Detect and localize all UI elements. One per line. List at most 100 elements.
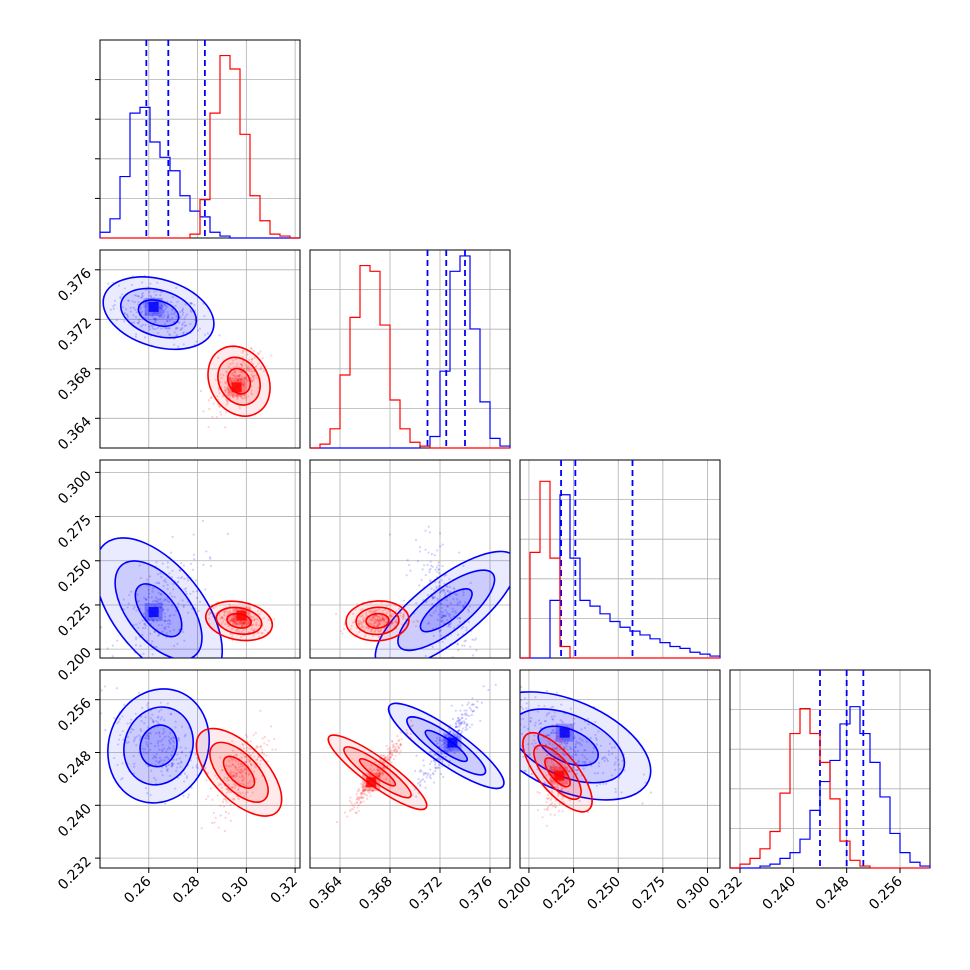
red-sample-point — [339, 629, 343, 633]
red-sample-point — [381, 617, 384, 620]
red-sample-point — [263, 736, 266, 739]
red-sample-point — [409, 725, 412, 728]
blue-sample-point — [461, 713, 464, 716]
blue-sample-point — [177, 580, 180, 583]
red-sample-point — [566, 732, 569, 735]
red-sample-point — [388, 614, 392, 617]
red-sample-point — [252, 629, 255, 632]
red-sample-point — [536, 808, 540, 812]
blue-sample-point — [438, 591, 442, 594]
blue-sample-point — [453, 671, 455, 673]
red-sample-point — [368, 773, 371, 776]
blue-sample-point — [147, 592, 151, 595]
axes-frame — [99, 39, 301, 239]
blue-sample-point — [563, 740, 566, 743]
blue-density-peak — [148, 607, 159, 618]
red-sample-point — [557, 780, 561, 783]
blue-sample-point — [465, 724, 469, 727]
blue-sample-point — [544, 719, 547, 723]
red-sample-point — [251, 374, 254, 377]
red-sample-point — [231, 362, 234, 365]
blue-sample-point — [439, 739, 442, 742]
blue-sample-point — [429, 579, 432, 582]
blue-sample-point — [127, 299, 130, 302]
red-sample-point — [374, 628, 377, 631]
blue-sample-point — [438, 630, 441, 633]
blue-sample-point — [135, 609, 138, 612]
blue-sample-point — [520, 723, 522, 726]
red-sample-point — [376, 630, 379, 633]
blue-sample-point — [178, 757, 181, 760]
blue-sample-point — [514, 716, 516, 718]
blue-sample-point — [536, 710, 539, 713]
blue-sample-point — [545, 734, 548, 737]
blue-sample-point — [189, 322, 192, 325]
red-sample-point — [377, 619, 380, 622]
blue-sample-point — [179, 577, 182, 580]
red-sample-point — [255, 745, 258, 748]
red-sample-point — [561, 721, 565, 725]
blue-sample-point — [435, 585, 438, 589]
blue-sample-point — [169, 630, 172, 633]
blue-sample-point — [182, 604, 185, 607]
blue-sample-point — [437, 766, 440, 769]
blue-sample-point — [172, 762, 175, 766]
y-tick-label: 0.275 — [55, 512, 95, 552]
blue-sample-point — [146, 610, 150, 613]
blue-sample-point — [168, 618, 171, 622]
red-sample-point — [229, 769, 232, 773]
red-density-halo — [232, 606, 251, 625]
blue-sample-point — [435, 587, 438, 590]
blue-sample-point — [119, 295, 122, 298]
scatter-panel-3-2 — [309, 459, 511, 673]
red-sample-point — [224, 426, 227, 429]
blue-sample-point — [148, 575, 152, 578]
red-sample-point — [359, 800, 362, 803]
red-sample-point — [555, 785, 558, 788]
blue-sample-point — [203, 333, 207, 336]
red-sample-point — [351, 612, 355, 615]
red-sample-point — [238, 770, 241, 773]
blue-sample-point — [152, 296, 156, 300]
blue-sample-point — [448, 615, 451, 618]
blue-sample-point — [154, 782, 157, 785]
blue-sample-point — [449, 616, 453, 620]
red-sample-point — [372, 610, 375, 614]
red-sample-point — [253, 374, 256, 377]
red-sample-point — [242, 628, 245, 631]
red-sample-point — [378, 636, 381, 639]
blue-sample-point — [430, 553, 433, 556]
red-sample-point — [244, 376, 247, 379]
blue-sample-point — [471, 654, 475, 657]
red-sample-point — [362, 625, 365, 628]
red-sample-point — [554, 746, 557, 749]
red-sample-point — [250, 392, 253, 395]
y-tick-label: 0.364 — [55, 414, 95, 454]
red-sample-point — [235, 753, 238, 756]
blue-sample-point — [195, 765, 198, 769]
blue-sample-point — [133, 762, 136, 765]
blue-sample-point — [455, 725, 458, 728]
blue-density-halo — [144, 297, 163, 316]
red-sample-point — [220, 786, 224, 790]
blue-sample-point — [441, 616, 444, 619]
blue-sample-point — [438, 581, 441, 584]
blue-sample-point — [174, 720, 177, 723]
red-sample-point — [394, 745, 397, 749]
red-sample-point — [248, 748, 251, 751]
blue-sample-point — [454, 722, 457, 725]
red-sample-point — [376, 620, 379, 623]
blue-sample-point — [573, 737, 576, 740]
blue-sample-point — [463, 709, 466, 712]
blue-sample-point — [456, 603, 459, 607]
red-sample-point — [233, 618, 236, 621]
red-sample-point — [222, 373, 225, 377]
blue-sample-point — [143, 596, 146, 599]
blue-sample-point — [474, 705, 478, 709]
blue-sample-point — [433, 589, 436, 592]
red-sample-point — [229, 632, 233, 636]
blue-sample-point — [175, 769, 178, 773]
blue-sample-point — [163, 310, 166, 313]
red-sample-point — [552, 780, 555, 783]
